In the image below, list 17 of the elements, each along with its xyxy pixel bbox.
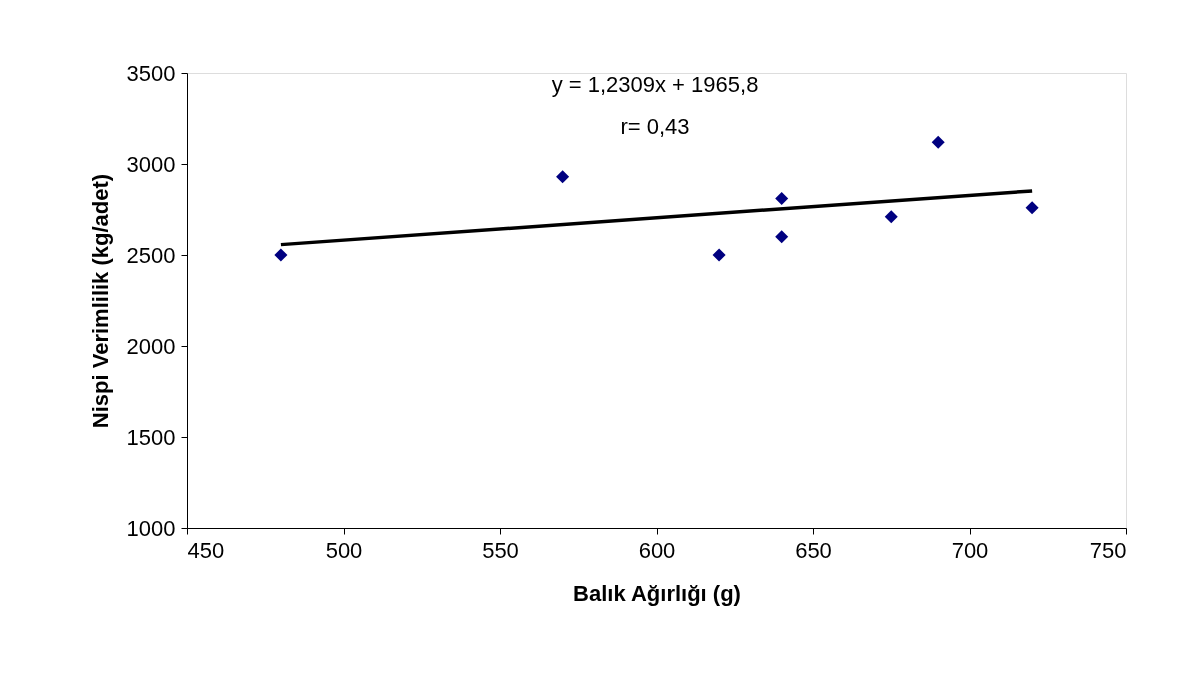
x-tick-label: 750 [1089,537,1127,563]
x-tick-label: 600 [638,537,676,563]
y-tick-label: 1500 [126,424,176,450]
x-tick-label: 550 [482,537,519,563]
annotation: y = 1,2309x + 1965,8 [551,72,759,97]
y-tick-label: 2500 [126,242,176,268]
x-tick-label: 450 [187,537,225,563]
x-tick-label: 700 [951,537,989,563]
y-tick-label: 3500 [126,60,176,86]
y-tick-label: 1000 [126,515,176,541]
x-tick-label: 500 [325,537,363,563]
y-tick-label: 3000 [126,151,176,177]
x-axis-title: Balık Ağırlığı (g) [573,580,741,606]
x-tick-label: 650 [795,537,832,563]
y-tick-label: 2000 [126,333,176,359]
annotation: r= 0,43 [620,114,690,139]
y-axis-title: Nispi Verimlilik (kg/adet) [87,173,113,429]
